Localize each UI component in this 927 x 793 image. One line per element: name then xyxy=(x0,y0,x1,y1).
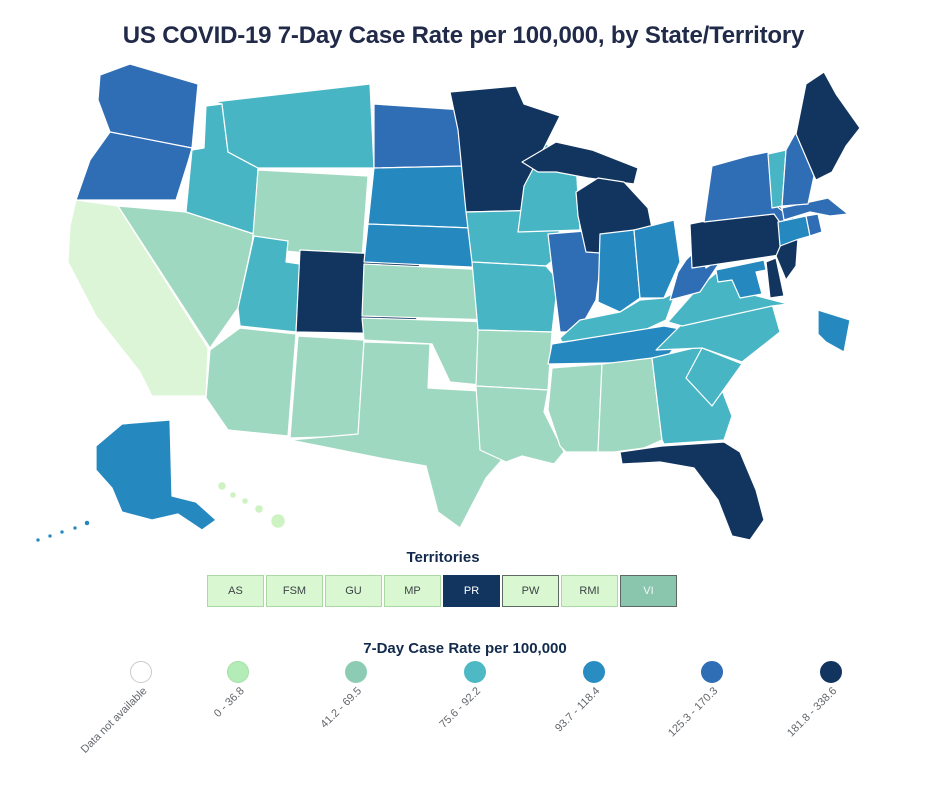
state-de[interactable] xyxy=(765,257,785,299)
state-mo[interactable] xyxy=(471,261,559,333)
territory-label: MP xyxy=(404,585,421,597)
state-al[interactable] xyxy=(597,357,663,453)
legend-swatch-bin-3 xyxy=(464,661,486,683)
state-nm[interactable] xyxy=(289,335,365,439)
state-md[interactable] xyxy=(715,259,767,299)
territories-heading: Territories xyxy=(406,549,480,566)
legend-swatch-bin-5 xyxy=(701,661,723,683)
territory-box-rmi[interactable]: RMI xyxy=(561,575,618,607)
state-ny[interactable] xyxy=(703,151,815,229)
territory-box-vi[interactable]: VI xyxy=(620,575,677,607)
state-ca[interactable] xyxy=(67,199,209,397)
territory-box-fsm[interactable]: FSM xyxy=(266,575,323,607)
territory-box-as[interactable]: AS xyxy=(207,575,264,607)
territory-label: PW xyxy=(521,585,540,597)
state-or[interactable] xyxy=(75,131,193,201)
state-ma[interactable] xyxy=(781,197,849,221)
state-tx[interactable] xyxy=(289,341,523,529)
territory-box-gu[interactable]: GU xyxy=(325,575,382,607)
state-ar[interactable] xyxy=(475,329,553,391)
state-sd[interactable] xyxy=(367,165,473,229)
territories-row: AS FSM GU MP PR PW RMI VI xyxy=(207,575,679,607)
state-nd[interactable] xyxy=(373,103,467,169)
legend-section: 7-Day Case Rate per 100,000 xyxy=(0,640,927,657)
territory-label: FSM xyxy=(282,585,307,597)
legend-title: 7-Day Case Rate per 100,000 xyxy=(363,640,567,657)
territory-box-pw[interactable]: PW xyxy=(502,575,559,607)
territory-label: GU xyxy=(345,585,362,597)
legend-swatch-bin-1 xyxy=(227,661,249,683)
state-ak[interactable] xyxy=(35,419,217,543)
state-hi[interactable] xyxy=(217,481,286,529)
page-title: US COVID-19 7-Day Case Rate per 100,000,… xyxy=(122,22,805,50)
legend-swatch-bin-4 xyxy=(583,661,605,683)
state-mt[interactable] xyxy=(213,83,375,169)
state-in[interactable] xyxy=(597,229,641,313)
state-az[interactable] xyxy=(205,327,297,437)
territory-label: VI xyxy=(643,585,654,597)
state-me[interactable] xyxy=(795,71,861,181)
state-la[interactable] xyxy=(475,385,565,465)
legend-swatch-bin-2 xyxy=(345,661,367,683)
state-ct[interactable] xyxy=(777,215,811,247)
legend-swatch-bin-6 xyxy=(820,661,842,683)
state-nh[interactable] xyxy=(781,131,815,207)
state-oh[interactable] xyxy=(633,219,681,299)
territory-label: RMI xyxy=(579,585,600,597)
state-ri[interactable] xyxy=(805,213,823,237)
territory-box-mp[interactable]: MP xyxy=(384,575,441,607)
territories-section: Territories AS FSM GU MP PR PW RMI VI xyxy=(207,549,679,607)
legend-swatch-no-data xyxy=(130,661,152,683)
territory-box-pr[interactable]: PR xyxy=(443,575,500,607)
state-fl[interactable] xyxy=(619,441,765,541)
state-dc[interactable] xyxy=(817,309,851,353)
state-sc[interactable] xyxy=(685,347,743,407)
territory-label: AS xyxy=(228,585,243,597)
territory-label: PR xyxy=(463,585,480,597)
